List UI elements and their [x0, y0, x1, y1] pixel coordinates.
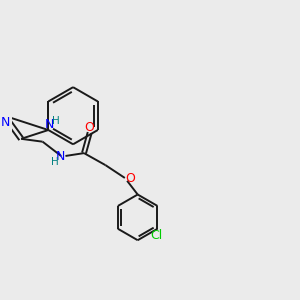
Text: O: O: [125, 172, 135, 185]
Text: N: N: [1, 116, 10, 128]
Text: N: N: [45, 118, 54, 131]
Text: H: H: [51, 157, 59, 167]
Text: N: N: [55, 150, 65, 163]
Text: H: H: [52, 116, 60, 126]
Text: Cl: Cl: [150, 229, 162, 242]
Text: O: O: [84, 121, 94, 134]
